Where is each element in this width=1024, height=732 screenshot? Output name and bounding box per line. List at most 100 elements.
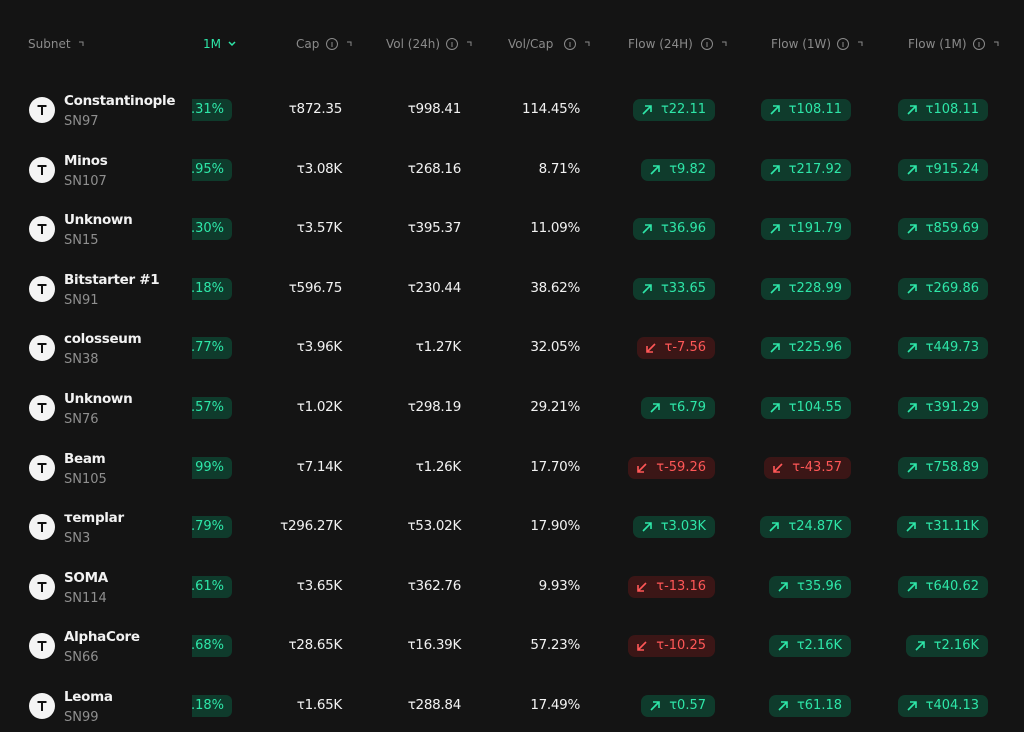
col-vol[interactable]: Vol (24h) — [386, 37, 441, 51]
flow-value: τ36.96 — [660, 221, 706, 237]
flow-value: τ228.99 — [788, 280, 842, 296]
subnet-id: SN107 — [64, 173, 107, 189]
flow-value: τ915.24 — [925, 161, 979, 177]
col-flow1w[interactable]: Flow (1W) — [771, 37, 832, 51]
flow-pill: τ108.11 — [897, 99, 988, 121]
volume: τ1.26K — [415, 458, 462, 475]
flow-value: τ31.11K — [925, 519, 979, 535]
volume: τ1.27K — [415, 339, 462, 356]
cap: τ872.35 — [288, 101, 343, 117]
cap: τ1.02K — [296, 399, 343, 415]
arrow-icon — [778, 581, 788, 592]
cap: τ3.08K — [296, 160, 343, 177]
m1-cell: 0.18% — [192, 277, 232, 300]
flow-pill: τ404.13 — [897, 695, 988, 717]
arrow-icon — [778, 701, 788, 711]
flow-pill: τ228.99 — [760, 277, 851, 300]
subnet-id: SN97 — [64, 114, 99, 129]
flow-pill: τ225.96 — [760, 337, 851, 360]
flow-pill: τ915.24 — [897, 158, 988, 181]
arrow-icon — [770, 164, 780, 175]
m1-cell: .79% — [192, 516, 232, 539]
flow-value: τ191.79 — [788, 221, 842, 237]
m1-cell: .95% — [192, 158, 232, 181]
subnet-icon — [29, 573, 55, 600]
flow-value: τ3.03K — [660, 519, 706, 535]
icon-glyph — [37, 581, 47, 592]
m1-change: .68% — [192, 635, 232, 658]
flow-pill: τ24.87K — [760, 516, 851, 539]
header-icons — [79, 38, 999, 50]
flow-value: τ0.57 — [669, 698, 706, 713]
vol-cap: 11.09% — [530, 220, 580, 237]
flow-value: τ35.96 — [796, 578, 842, 594]
arrow-icon — [650, 701, 661, 711]
flow-value: τ24.87K — [788, 519, 842, 535]
flow-pill: τ640.62 — [897, 575, 988, 598]
subnet-id: SN91 — [64, 292, 99, 308]
subnet-name: τemplar — [64, 510, 124, 527]
col-flow1m[interactable]: Flow (1M) — [908, 37, 967, 51]
vol-cap: 114.45% — [522, 101, 580, 117]
volume: τ230.44 — [407, 279, 462, 296]
arrow-icon — [907, 462, 917, 473]
cap: τ7.14K — [296, 458, 343, 475]
flow-pill: τ3.03K — [632, 516, 715, 539]
subnet-id: SN38 — [64, 352, 99, 368]
arrow-icon — [907, 343, 917, 353]
subnet-name: Leoma — [64, 689, 113, 705]
m1-cell: 99% — [192, 456, 232, 479]
col-1m[interactable]: 1M — [203, 37, 221, 51]
flow-value: τ108.11 — [788, 102, 842, 117]
flow-pill: τ391.29 — [897, 397, 988, 419]
flow-pill: τ61.18 — [768, 695, 851, 717]
arrow-icon — [650, 403, 661, 413]
m1-change: 0.18% — [192, 277, 232, 300]
col-subnet[interactable]: Subnet — [28, 37, 71, 51]
arrow-icon — [650, 164, 661, 175]
flow-pill: τ-13.16 — [628, 575, 715, 598]
arrow-icon — [642, 522, 652, 532]
flow-pill: τ191.79 — [760, 218, 851, 241]
flow-pill: τ104.55 — [760, 397, 851, 419]
volume: τ298.19 — [407, 399, 462, 415]
col-volcap[interactable]: Vol/Cap — [508, 37, 554, 51]
volume: τ288.84 — [407, 697, 462, 713]
m1-cell: .57% — [192, 397, 232, 419]
m1-cell: .77% — [192, 337, 232, 360]
subnet-name: Beam — [64, 450, 106, 467]
flow-value: τ859.69 — [925, 221, 979, 237]
vol-cap: 9.93% — [538, 577, 581, 594]
flow-pill: τ36.96 — [632, 218, 715, 241]
col-flow24[interactable]: Flow (24H) — [628, 37, 693, 51]
volume: τ268.16 — [407, 160, 462, 177]
volume: τ395.37 — [407, 220, 462, 237]
cap: τ296.27K — [280, 518, 342, 535]
flow-pill: τ269.86 — [897, 277, 988, 300]
arrow-icon — [907, 701, 917, 711]
flow-pill: τ35.96 — [768, 575, 851, 598]
volume: τ53.02K — [407, 518, 461, 535]
subnet-icon — [29, 514, 55, 541]
col-cap[interactable]: Cap — [296, 37, 320, 51]
flow-value: τ-59.26 — [656, 459, 706, 475]
flow-value: τ269.86 — [925, 280, 979, 296]
arrow-icon — [769, 522, 780, 532]
icon-glyph — [37, 343, 47, 354]
flow-pill: τ449.73 — [897, 337, 988, 360]
flow-value: τ6.79 — [669, 400, 706, 415]
subnet-id: SN99 — [64, 710, 99, 725]
flow-value: τ-7.56 — [664, 340, 706, 356]
subnet-icon — [29, 97, 55, 123]
flow-pill: τ6.79 — [641, 397, 715, 419]
subnet-name: Constantinople — [64, 93, 176, 109]
m1-cell: .30% — [192, 218, 232, 241]
m1-change: 99% — [192, 456, 232, 479]
m1-change: .30% — [192, 218, 232, 241]
cap: τ596.75 — [288, 279, 343, 296]
cap: τ28.65K — [288, 637, 342, 654]
flow-pill: τ-10.25 — [628, 635, 715, 658]
volume: τ998.41 — [407, 101, 462, 117]
flow-pill: τ22.11 — [632, 99, 715, 121]
subnet-name: Unknown — [64, 212, 133, 229]
